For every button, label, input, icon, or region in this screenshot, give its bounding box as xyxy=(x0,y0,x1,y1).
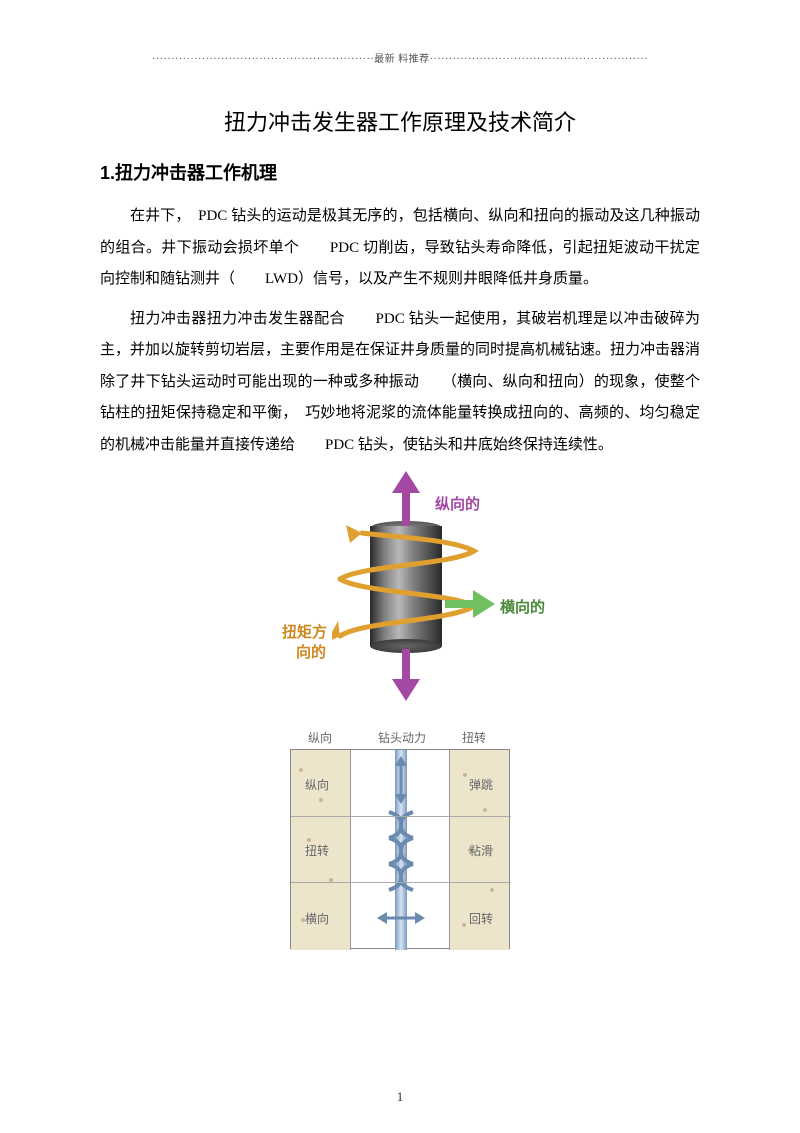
drill-cylinder xyxy=(370,526,442,646)
label-longitudinal: 纵向的 xyxy=(435,493,480,514)
label-torque-direction-line2: 向的 xyxy=(296,641,326,662)
left-wall-label-1: 纵向 xyxy=(305,776,329,793)
right-wall-label-2: 粘滑 xyxy=(469,842,493,859)
mini-arrow-vertical-icon xyxy=(393,756,409,804)
arrow-down-icon xyxy=(396,649,416,699)
label-lateral: 横向的 xyxy=(500,596,545,617)
section-1-heading: 1.扭力冲击器工作机理 xyxy=(100,159,700,185)
left-wall-label-2: 扭转 xyxy=(305,842,329,859)
fig2-top-label-center: 钻头动力 xyxy=(378,729,426,746)
right-wall-label-3: 回转 xyxy=(469,910,493,927)
left-wall-label-3: 横向 xyxy=(305,910,329,927)
page-top-header: ········································… xyxy=(100,50,700,65)
label-torque-direction-line1: 扭矩方 xyxy=(282,621,327,642)
row-divider-1 xyxy=(291,816,511,817)
section-1-para-2: 扭力冲击器扭力冲击发生器配合 PDC 钻头一起使用，其破岩机理是以冲击破碎为主，… xyxy=(100,304,700,462)
fig2-top-label-right: 扭转 xyxy=(462,729,486,746)
section-1-para-1: 在井下， PDC 钻头的运动是极其无序的，包括横向、纵向和扭向的振动及这几种振动… xyxy=(100,201,700,296)
figure-wellbore-diagram: 纵向 钻头动力 扭转 xyxy=(260,721,540,961)
drill-helix-icon xyxy=(385,808,417,898)
figure-vibration-directions: 纵向的 横向的 扭矩方 向的 xyxy=(230,471,570,711)
right-wall-label-1: 弹跳 xyxy=(469,776,493,793)
document-title: 扭力冲击发生器工作原理及技术简介 xyxy=(100,105,700,137)
arrow-right-icon xyxy=(445,594,495,614)
row-divider-2 xyxy=(291,882,511,883)
mini-arrow-horizontal-icon xyxy=(377,910,425,926)
arrow-up-icon xyxy=(396,476,416,526)
figures-container: 纵向的 横向的 扭矩方 向的 纵向 钻头动力 扭转 xyxy=(100,471,700,961)
fig2-top-label-left: 纵向 xyxy=(308,729,332,746)
wellbore-box: 纵向 扭转 横向 弹跳 粘滑 回转 xyxy=(290,749,510,949)
page-number: 1 xyxy=(0,1089,800,1105)
